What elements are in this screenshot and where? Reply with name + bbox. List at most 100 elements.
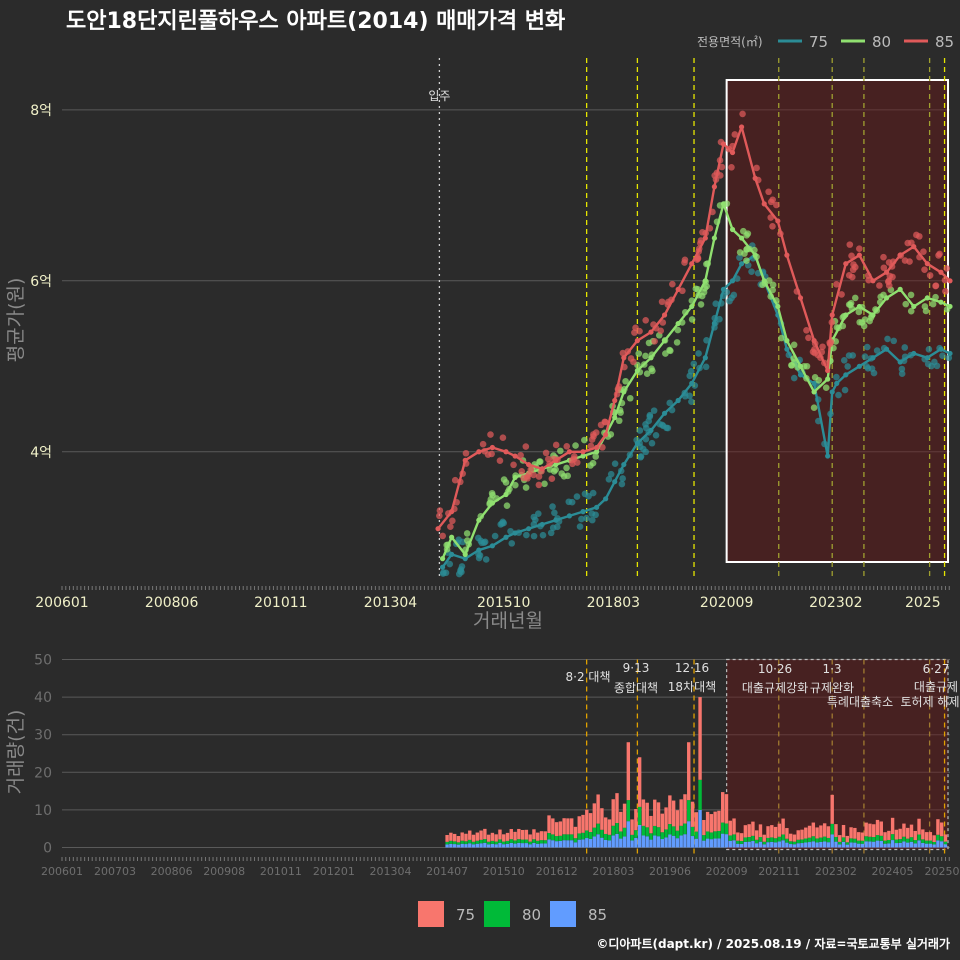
volume-bar-segment-80	[826, 837, 831, 843]
series-80-trade-point	[500, 476, 508, 483]
series-75-trade-point	[480, 539, 488, 547]
series-85-point	[580, 449, 586, 455]
volume-bar-segment-75	[785, 828, 789, 839]
volume-bar-segment-75	[902, 823, 906, 837]
volume-bar-segment-85	[456, 844, 461, 848]
series-75-trade-point	[686, 392, 693, 400]
volume-bar-segment-80	[524, 839, 529, 844]
volume-bar-segment-80	[747, 837, 751, 842]
series-75-point	[883, 346, 890, 352]
volume-bar-segment-80	[845, 842, 850, 845]
volume-bar-segment-75	[698, 697, 702, 780]
volume-bar-segment-75	[452, 833, 457, 842]
volume-bar-segment-80	[611, 825, 615, 836]
volume-bar-segment-85	[906, 842, 910, 848]
volume-bar-segment-75	[879, 821, 883, 836]
volume-bar-segment-80	[811, 836, 816, 842]
volume-bar-segment-80	[736, 840, 740, 844]
series-80-trade-point	[522, 484, 530, 491]
volume-event-label: 8·2 대책	[566, 669, 611, 684]
volume-bar-segment-75	[811, 822, 816, 837]
series-75-trade-point	[642, 448, 650, 456]
volume-bar-segment-75	[913, 830, 917, 841]
volume-highlight-box	[726, 658, 949, 851]
volume-event-label: 6·27	[923, 662, 950, 676]
series-80-point	[761, 278, 767, 284]
volume-bar-segment-85	[856, 843, 861, 848]
series-85-trade-point	[449, 517, 456, 525]
volume-bar-segment-85	[721, 833, 725, 848]
volume-bar-segment-75	[717, 810, 721, 831]
volume-bar-segment-75	[887, 830, 891, 840]
series-85-trade-point	[767, 198, 775, 206]
volume-bar-segment-75	[777, 823, 782, 837]
series-85-point	[512, 453, 518, 459]
series-85-trade-point	[479, 440, 487, 448]
price-x-tick-label: 201011	[254, 595, 307, 611]
volume-bar-segment-85	[637, 824, 642, 848]
volume-bar-segment-85	[449, 843, 453, 848]
series-85-trade-point	[499, 434, 507, 442]
series-75-point	[603, 496, 609, 502]
volume-bar-segment-80	[856, 840, 861, 844]
volume-bar-segment-75	[932, 835, 936, 842]
volume-bar-segment-80	[547, 833, 551, 840]
volume-bar-segment-75	[838, 835, 842, 842]
series-75-trade-point	[446, 560, 454, 568]
series-85-trade-point	[920, 248, 927, 255]
volume-bar-segment-80	[577, 833, 581, 840]
volume-bar-segment-85	[668, 834, 672, 848]
volume-bar-segment-85	[509, 842, 513, 848]
volume-bar-segment-75	[660, 813, 665, 833]
volume-bar-segment-80	[452, 841, 457, 845]
volume-bar-segment-85	[641, 835, 646, 848]
series-75-trade-point	[884, 335, 891, 343]
volume-bar-segment-85	[800, 843, 804, 848]
series-80-trade-point	[815, 376, 823, 384]
volume-bar-segment-75	[581, 814, 585, 833]
series-75-trade-point	[581, 490, 589, 498]
volume-bar-segment-85	[909, 841, 914, 848]
series-75-point	[689, 380, 695, 386]
series-75-trade-point	[688, 398, 695, 406]
series-85-trade-point	[542, 449, 550, 457]
volume-bar-segment-75	[460, 832, 464, 841]
series-75-trade-point	[663, 424, 670, 432]
volume-bar-segment-85	[860, 843, 865, 848]
volume-bar-segment-85	[513, 843, 517, 848]
volume-bar-segment-80	[906, 838, 910, 843]
series-75-trade-point	[841, 386, 849, 394]
volume-bar-segment-80	[460, 840, 464, 844]
volume-bar-segment-80	[615, 823, 619, 834]
series-80-point	[489, 500, 496, 506]
series-75-trade-point	[712, 300, 720, 308]
volume-bar-segment-75	[736, 832, 740, 841]
volume-bar-segment-75	[524, 829, 529, 840]
volume-bar-segment-85	[483, 842, 487, 848]
volume-bar-segment-85	[792, 844, 797, 848]
volume-bar-segment-85	[773, 842, 778, 848]
volume-bar-segment-75	[547, 815, 551, 834]
series-85-trade-point	[716, 172, 724, 179]
volume-bar-segment-80	[483, 839, 487, 843]
series-85-trade-point	[563, 443, 571, 450]
series-85-trade-point	[599, 444, 606, 451]
series-75-point	[462, 556, 468, 562]
volume-bar-segment-85	[600, 837, 604, 848]
volume-bar-segment-80	[800, 839, 804, 844]
series-80-trade-point	[674, 326, 682, 334]
series-85-trade-point	[552, 441, 560, 449]
price-x-tick-label: 2025	[905, 595, 941, 611]
volume-y-axis-label: 거래량(건)	[5, 710, 27, 795]
volume-bar-segment-75	[502, 834, 506, 842]
volume-x-tick-label: 200908	[203, 865, 245, 878]
volume-bar-segment-80	[739, 841, 744, 844]
price-event-label: 입주	[428, 89, 450, 103]
volume-event-label: 12·16	[675, 661, 709, 675]
series-80-trade-point	[558, 470, 566, 477]
volume-bar-segment-80	[494, 841, 498, 845]
volume-bar-segment-75	[890, 817, 895, 835]
series-85-trade-point	[880, 264, 888, 272]
series-75-trade-point	[726, 297, 733, 305]
